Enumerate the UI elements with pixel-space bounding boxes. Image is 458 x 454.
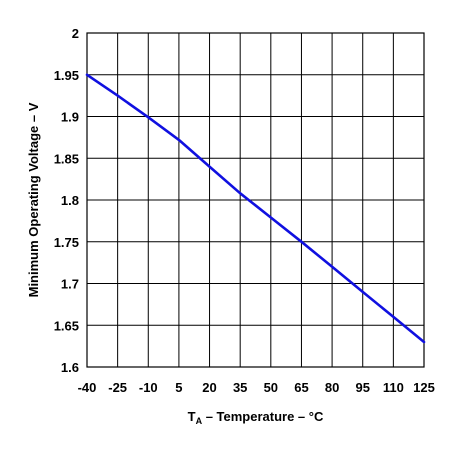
x-tick-label: 80 xyxy=(325,380,339,395)
x-axis-label: TA – Temperature – °C xyxy=(188,409,324,426)
x-tick-label: 20 xyxy=(202,380,216,395)
y-tick-label: 1.95 xyxy=(54,68,79,83)
x-tick-label: 110 xyxy=(383,380,404,395)
y-tick-label: 1.6 xyxy=(61,360,79,375)
series-line xyxy=(85,73,426,344)
x-tick-labels: -40 -25 -10 5 20 35 50 65 80 95 110 125 xyxy=(78,380,435,395)
series-layer xyxy=(85,73,426,344)
y-tick-label: 1.7 xyxy=(61,277,79,292)
y-tick-label: 1.65 xyxy=(54,318,79,333)
x-tick-label: 50 xyxy=(264,380,278,395)
y-tick-label: 2 xyxy=(72,26,79,41)
y-tick-label: 1.85 xyxy=(54,151,79,166)
x-axis-label-subscript: A xyxy=(196,416,203,426)
x-tick-label: -25 xyxy=(108,380,127,395)
x-axis-label-prefix: T xyxy=(188,409,196,424)
plot-frame xyxy=(86,32,425,368)
y-axis-label: Minimum Operating Voltage – V xyxy=(26,102,41,297)
x-tick-label: -40 xyxy=(78,380,97,395)
y-tick-labels: 1.6 1.65 1.7 1.75 1.8 1.85 1.9 1.95 2 xyxy=(54,26,79,375)
x-tick-label: 35 xyxy=(233,380,247,395)
y-tick-label: 1.8 xyxy=(61,193,79,208)
grid xyxy=(86,32,425,368)
x-tick-label: 95 xyxy=(355,380,369,395)
x-tick-label: -10 xyxy=(139,380,158,395)
y-tick-label: 1.9 xyxy=(61,110,79,125)
y-tick-label: 1.75 xyxy=(54,235,79,250)
x-axis-label-rest: – Temperature – °C xyxy=(202,409,324,424)
x-tick-label: 5 xyxy=(175,380,182,395)
x-tick-label: 125 xyxy=(413,380,435,395)
x-tick-label: 65 xyxy=(294,380,308,395)
